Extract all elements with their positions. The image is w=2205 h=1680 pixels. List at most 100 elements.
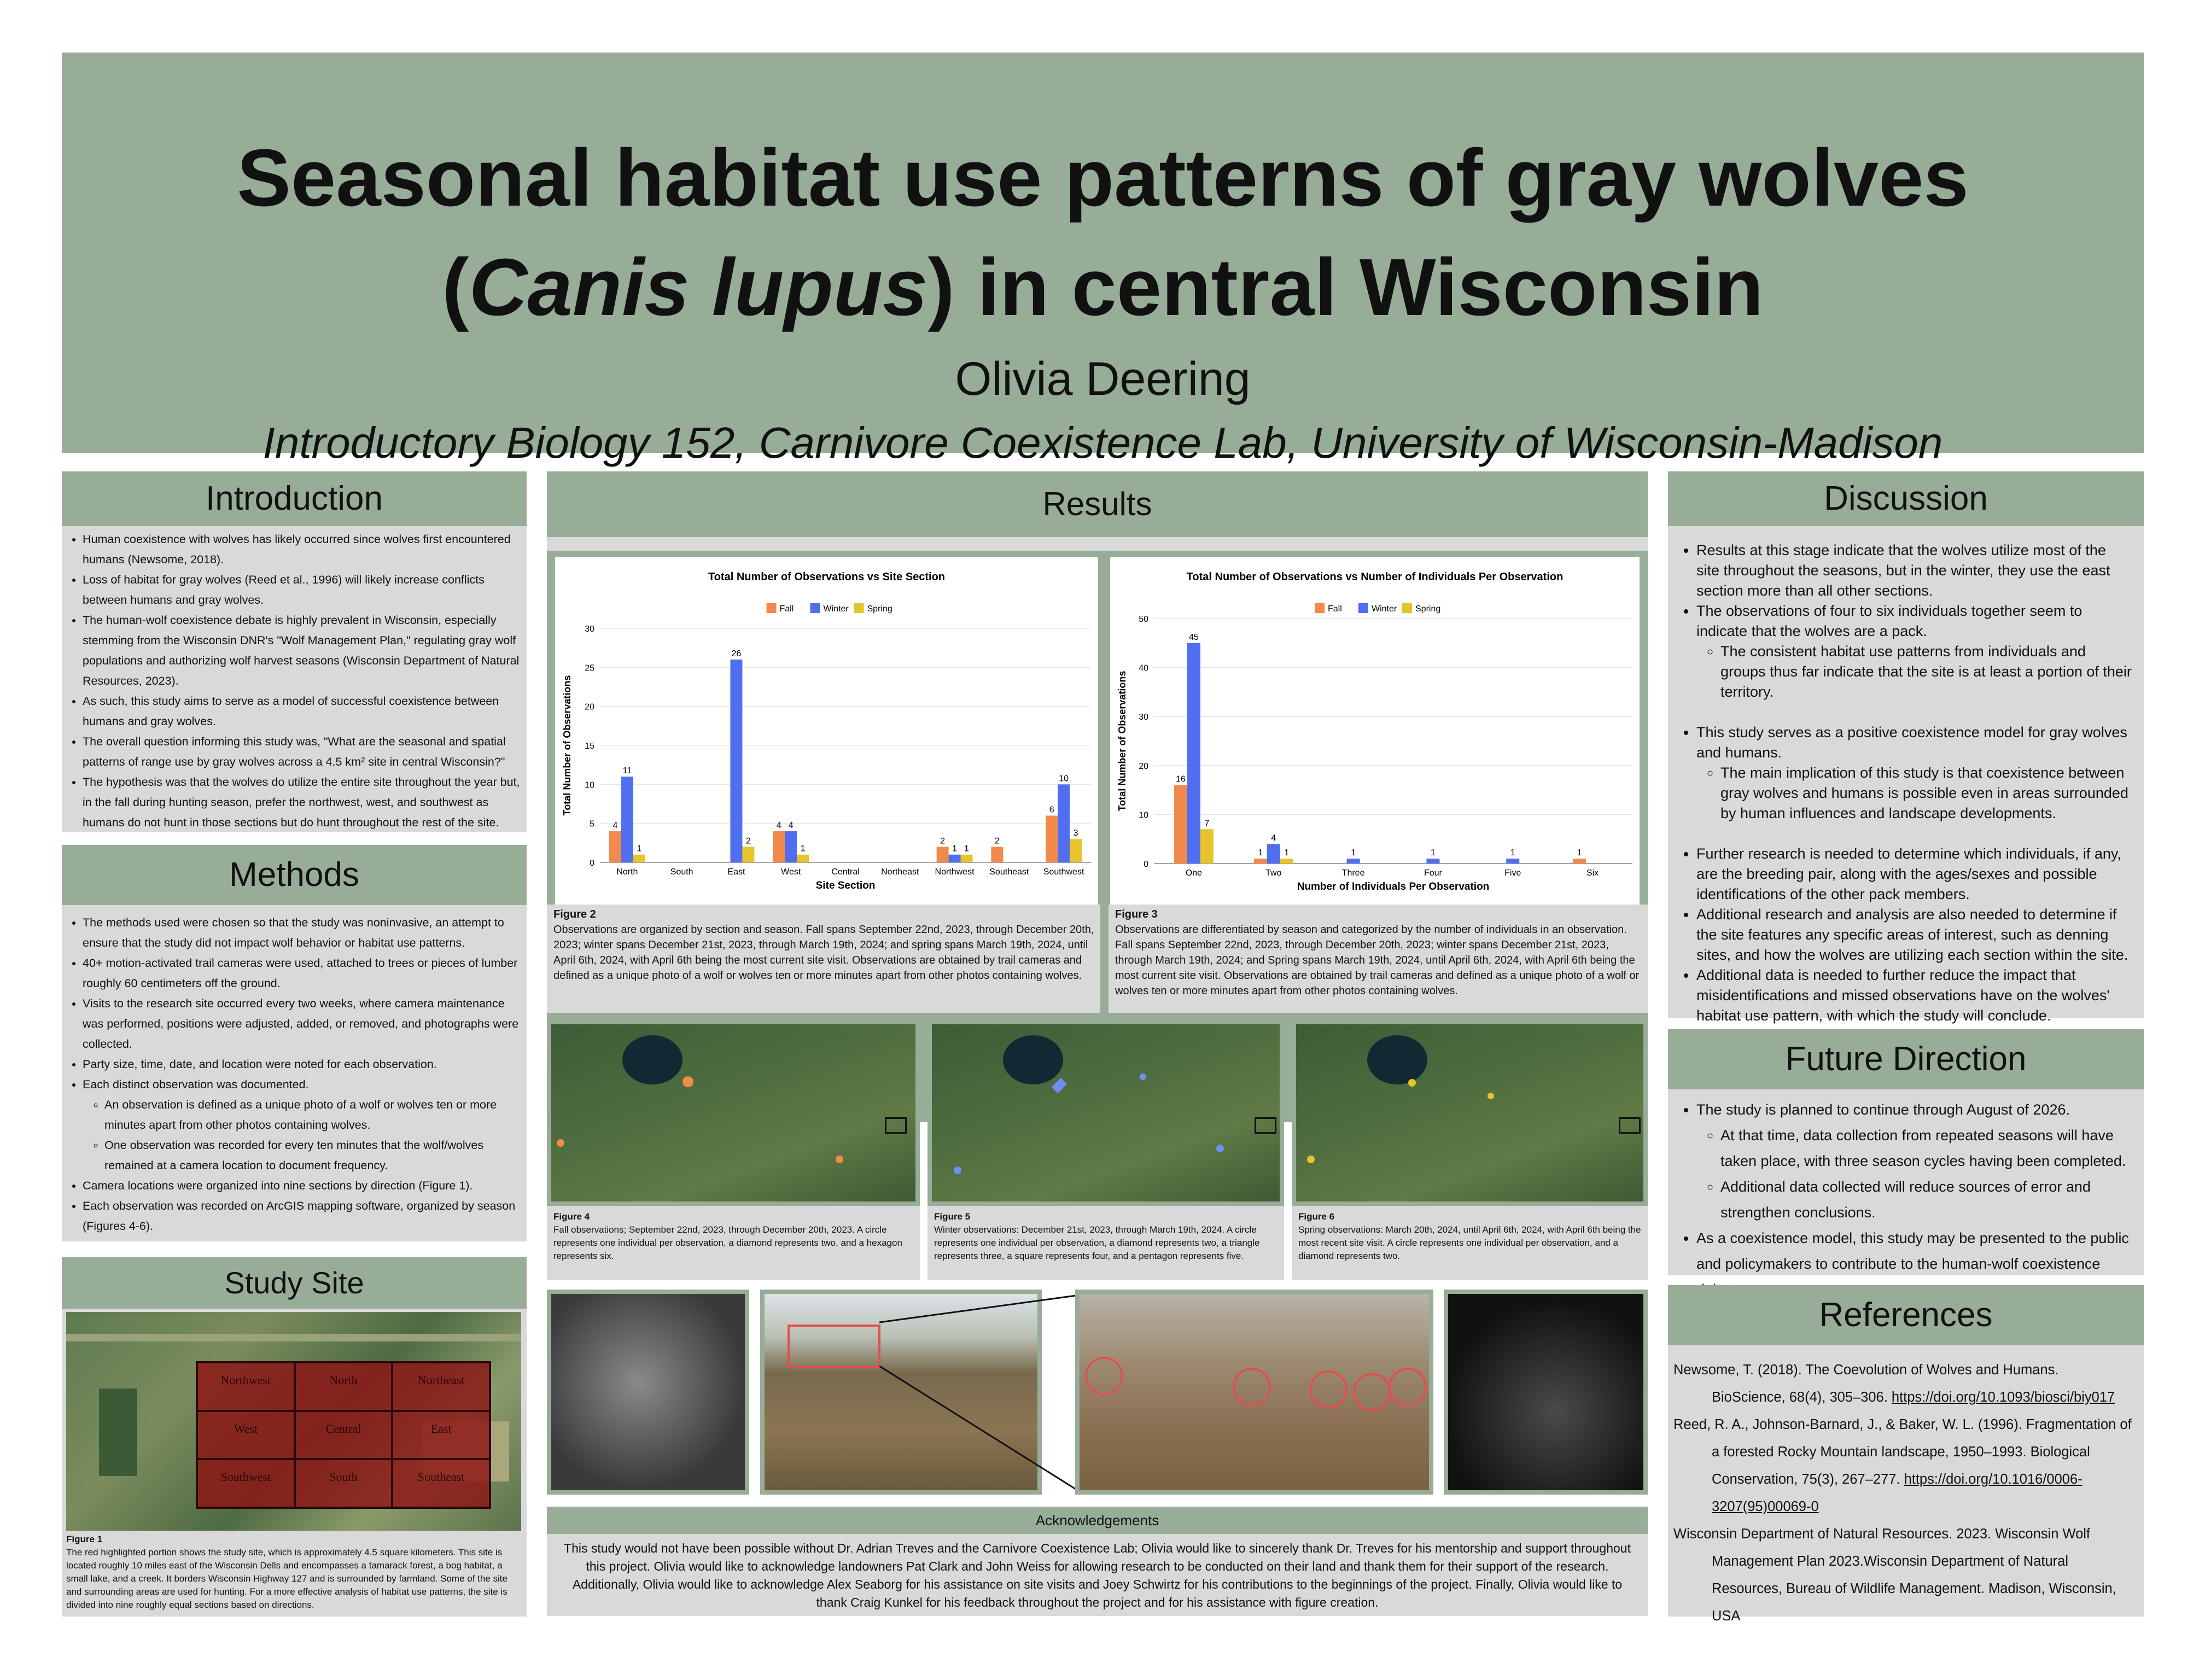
- poster-header: Seasonal habitat use patterns of gray wo…: [62, 52, 2144, 467]
- lake-shape: [622, 1035, 682, 1084]
- x-axis-label: Number of Individuals Per Observation: [1297, 881, 1490, 892]
- discussion-sub-bullet: The main implication of this study is th…: [1720, 763, 2133, 824]
- reference-link[interactable]: https://doi.org/10.1093/biosci/biy017: [1891, 1390, 2115, 1405]
- data-label: 4: [777, 821, 781, 830]
- data-label: 16: [1176, 775, 1186, 784]
- title-paren: (: [442, 242, 469, 332]
- figure6-caption: Figure 6 Spring observations: March 20th,…: [1292, 1206, 1648, 1280]
- site-section-east: East: [392, 1410, 490, 1460]
- x-tick-label: Three: [1342, 868, 1365, 878]
- figure2-label: Figure 2: [553, 908, 596, 920]
- methods-heading: Methods: [62, 845, 527, 905]
- data-label: 1: [1431, 848, 1436, 858]
- bar-spring: [633, 854, 645, 862]
- bar-fall: [991, 847, 1004, 862]
- study-boundary: [1619, 1117, 1641, 1134]
- spring-observation-marker: [1307, 1156, 1315, 1163]
- spring-observation-marker: [1488, 1093, 1494, 1099]
- legend-swatch: [766, 603, 777, 613]
- x-tick-label: Central: [831, 867, 860, 877]
- y-axis-label: Total Number of Observations: [1117, 671, 1128, 812]
- legend-label: Fall: [1328, 604, 1342, 614]
- y-tick-label: 25: [585, 663, 594, 673]
- zoom-connector-lines: [879, 1294, 1081, 1493]
- wolf-photo-frame-3: [1075, 1290, 1433, 1495]
- discussion-sublist: The consistent habitat use patterns from…: [1696, 641, 2133, 702]
- x-tick-label: North: [616, 867, 638, 877]
- methods-list: The methods used were chosen so that the…: [62, 913, 521, 1236]
- data-label: 2: [746, 836, 751, 845]
- bar-winter: [1187, 643, 1200, 864]
- figure3-chart: Total Number of Observations vs Number o…: [1117, 571, 1632, 892]
- reference-item: Reed, R. A., Johnson-Barnard, J., & Bake…: [1673, 1411, 2133, 1520]
- data-label: 1: [964, 844, 969, 854]
- bar-fall: [936, 847, 949, 862]
- bar-winter: [730, 660, 743, 862]
- study-boundary: [1255, 1117, 1276, 1134]
- data-label: 10: [1059, 774, 1069, 783]
- wolf-pack-photo: [1080, 1294, 1429, 1490]
- data-label: 1: [1577, 848, 1582, 858]
- introduction-list: Human coexistence with wolves has likely…: [62, 529, 521, 833]
- highway-line: [66, 1334, 521, 1341]
- x-tick-label: Four: [1424, 868, 1443, 878]
- introduction-bullet: Human coexistence with wolves has likely…: [83, 529, 521, 570]
- references-heading: References: [1668, 1285, 2144, 1345]
- figure6-map: [1296, 1024, 1643, 1201]
- future-sub-bullet: At that time, data collection from repea…: [1720, 1123, 2133, 1174]
- chart-title: Total Number of Observations vs Site Sec…: [708, 571, 945, 583]
- site-section-west: West: [197, 1410, 295, 1460]
- acknowledgements-heading: Acknowledgements: [547, 1507, 1648, 1534]
- affiliation: Introductory Biology 152, Carnivore Coex…: [262, 418, 1943, 467]
- figure2-text: Observations are organized by section an…: [553, 924, 1094, 982]
- figure5-frame: [928, 1020, 1284, 1206]
- wolf-photo-frame-1: [547, 1290, 749, 1495]
- author-name: Olivia Deering: [955, 353, 1251, 405]
- methods-bullet: Camera locations were organized into nin…: [83, 1176, 521, 1196]
- figure3-label: Figure 3: [1115, 908, 1158, 920]
- reference-text: Newsome, T. (2018). The Coevolution of W…: [1673, 1362, 2059, 1405]
- figure5-label: Figure 5: [934, 1211, 971, 1222]
- data-label: 6: [1049, 805, 1054, 814]
- discussion-bullet: The observations of four to six individu…: [1696, 601, 2133, 641]
- legend-swatch: [1358, 603, 1368, 613]
- fall-observation-marker: [557, 1139, 564, 1147]
- data-label: 1: [801, 844, 806, 854]
- wolf-circle: [1085, 1357, 1123, 1395]
- legend-label: Winter: [824, 604, 849, 614]
- bar-fall: [1253, 859, 1267, 864]
- legend-label: Winter: [1372, 604, 1397, 614]
- bar-winter: [1346, 859, 1360, 864]
- figure6-frame: [1292, 1020, 1648, 1206]
- data-label: 3: [1074, 829, 1078, 838]
- zoom-highlight-box: [788, 1325, 880, 1368]
- bar-winter: [1267, 844, 1280, 864]
- legend-swatch: [1402, 603, 1412, 613]
- methods-sublist: An observation is defined as a unique ph…: [83, 1095, 521, 1176]
- site-section-southeast: Southeast: [392, 1459, 490, 1508]
- wolf-field-photo: [765, 1294, 1037, 1490]
- methods-sub-bullet: An observation is defined as a unique ph…: [104, 1095, 521, 1135]
- site-section-south: South: [294, 1459, 393, 1508]
- figure2-chart-frame: Total Number of Observations vs Site Sec…: [555, 557, 1098, 905]
- future-sub-bullet: Additional data collected will reduce so…: [1720, 1174, 2133, 1226]
- x-tick-label: Southeast: [989, 867, 1029, 877]
- methods-bullet: Each distinct observation was documented…: [83, 1075, 521, 1095]
- winter-observation-marker: [954, 1166, 961, 1174]
- future-bullet: The study is planned to continue through…: [1696, 1097, 2133, 1123]
- data-label: 2: [940, 836, 945, 845]
- discussion-bullet: This study serves as a positive coexiste…: [1696, 722, 2133, 763]
- future-bullet: As a coexistence model, this study may b…: [1696, 1226, 2133, 1303]
- figure3-chart-frame: Total Number of Observations vs Number o…: [1110, 557, 1640, 905]
- forest-patch: [99, 1389, 137, 1476]
- spring-observation-marker: [1408, 1079, 1416, 1087]
- data-label: 4: [789, 821, 794, 830]
- discussion-sub-bullet: The consistent habitat use patterns from…: [1720, 641, 2133, 702]
- reference-link[interactable]: https://doi.org/10.1016/0006-3207(95)000…: [1712, 1472, 2082, 1514]
- x-tick-label: South: [670, 867, 693, 877]
- data-label: 1: [637, 844, 641, 854]
- figure1-caption: Figure 1 The red highlighted portion show…: [66, 1533, 523, 1612]
- figure3-text: Observations are differentiated by seaso…: [1115, 924, 1640, 997]
- figure1-text: The red highlighted portion shows the st…: [66, 1547, 508, 1610]
- legend-label: Spring: [1415, 604, 1440, 614]
